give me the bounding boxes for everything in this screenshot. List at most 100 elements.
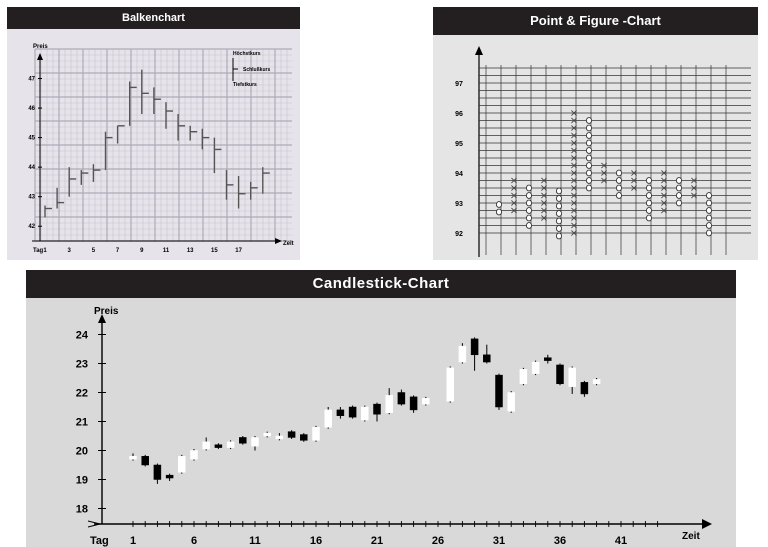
y-tick-label: 47: [28, 77, 35, 83]
x-tick-label: 21: [371, 535, 383, 547]
pf-x-mark: [661, 170, 667, 176]
candle-body: [422, 398, 430, 405]
pf-o-mark: [615, 184, 623, 192]
y-tick-label: 20: [76, 446, 88, 458]
pf-o-mark: [645, 192, 653, 199]
candle-body: [385, 395, 393, 414]
pf-x-mark: [541, 185, 547, 191]
pf-chart-panel: Point & Figure -Chart 92 93 94 95 96 97: [433, 7, 758, 260]
candle-body: [483, 354, 491, 363]
x-axis-label: Zeit: [283, 241, 294, 247]
pf-x-mark: [571, 200, 577, 206]
candle-body: [324, 409, 332, 428]
y-tick-label: 97: [455, 81, 463, 88]
pf-o-mark: [525, 207, 533, 214]
x-axis-arrow: [275, 238, 282, 244]
pf-o-mark: [555, 225, 563, 232]
candle-body: [202, 441, 210, 450]
x-tick-label: 11: [163, 248, 170, 254]
pf-o-mark: [705, 192, 713, 199]
pf-o-mark: [525, 199, 533, 207]
bar-chart-panel: Balkenchart Preis Zeit Tag 42 43 44 45 46 47 1 3 5 7…: [7, 7, 300, 260]
pf-x-mark: [571, 147, 577, 154]
pf-x-mark: [571, 185, 577, 191]
x-axis-label: Zeit: [682, 531, 700, 542]
pf-x-mark: [541, 177, 547, 184]
x-tick-label: 5: [92, 248, 96, 254]
candle-body: [531, 361, 540, 374]
candle-chart-title: Candlestick-Chart: [26, 270, 736, 298]
pf-o-mark: [615, 177, 623, 184]
candle-body: [336, 409, 345, 416]
pf-o-mark: [585, 132, 593, 139]
pf-o-mark: [585, 184, 593, 192]
pf-x-mark: [511, 185, 517, 191]
candle-body: [178, 456, 186, 473]
pf-o-mark: [555, 232, 563, 240]
pf-chart-plot: 92 93 94 95 96 97: [455, 46, 751, 257]
pf-o-mark: [525, 214, 533, 222]
pf-x-mark: [571, 110, 577, 116]
pf-x-mark: [601, 177, 607, 184]
pf-o-mark: [675, 184, 683, 192]
pf-x-mark: [511, 192, 517, 199]
candle-body: [397, 392, 406, 405]
x-tick-label: 13: [187, 248, 194, 254]
pf-x-mark: [571, 132, 577, 139]
pf-x-mark: [541, 207, 547, 214]
legend-entry: Tiefstkurs: [233, 82, 257, 88]
pf-x-mark: [571, 215, 577, 221]
pf-x-mark: [661, 185, 667, 191]
y-tick-label: 22: [76, 388, 88, 400]
pf-x-mark: [691, 177, 697, 184]
candle-body: [568, 367, 576, 387]
candle-body: [153, 464, 162, 480]
candle-body: [544, 357, 552, 361]
candle-body: [507, 392, 515, 412]
candle-body: [214, 444, 223, 448]
pf-x-mark: [691, 185, 697, 191]
x-tick-label: 1: [43, 248, 47, 254]
y-axis-arrow: [475, 46, 483, 55]
pf-x-mark: [571, 125, 577, 131]
pf-x-mark: [631, 170, 637, 176]
x-axis-arrow: [702, 519, 712, 529]
pf-o-mark: [705, 222, 713, 229]
y-tick-label: 24: [76, 330, 89, 342]
x-tick-label: 26: [432, 535, 444, 547]
candle-body: [263, 432, 271, 437]
y-tick-label: 19: [76, 475, 88, 487]
pf-x-mark: [571, 207, 577, 214]
x-tick-label: 6: [191, 535, 197, 547]
legend-entry: Höchstkurs: [233, 51, 261, 57]
pf-x-mark: [571, 230, 577, 236]
pf-x-mark: [631, 185, 637, 191]
x-tick-label: 11: [249, 535, 261, 547]
y-axis-label: Preis: [94, 306, 119, 317]
pf-x-mark: [661, 200, 667, 206]
pf-o-mark: [585, 154, 593, 162]
y-tick-label: 18: [76, 504, 88, 516]
y-axis-arrow: [98, 314, 106, 323]
pf-chart-title: Point & Figure -Chart: [433, 7, 758, 35]
pf-x-mark: [571, 170, 577, 176]
candle-body: [141, 456, 149, 466]
pf-x-mark: [541, 200, 547, 206]
candle-body: [129, 456, 137, 460]
x-tick-label: 1: [130, 535, 136, 547]
pf-o-mark: [585, 162, 593, 169]
pf-o-mark: [705, 199, 713, 207]
pf-x-mark: [631, 177, 637, 184]
pf-o-mark: [585, 177, 593, 184]
pf-o-mark: [705, 207, 713, 214]
y-axis-label: Preis: [33, 44, 48, 50]
pf-o-mark: [555, 202, 563, 210]
pf-x-mark: [541, 215, 547, 221]
pf-o-mark: [645, 214, 653, 222]
candle-body: [348, 406, 357, 418]
y-tick-label: 45: [28, 136, 35, 142]
pf-o-mark: [615, 169, 623, 177]
y-tick-label: 95: [455, 141, 463, 148]
